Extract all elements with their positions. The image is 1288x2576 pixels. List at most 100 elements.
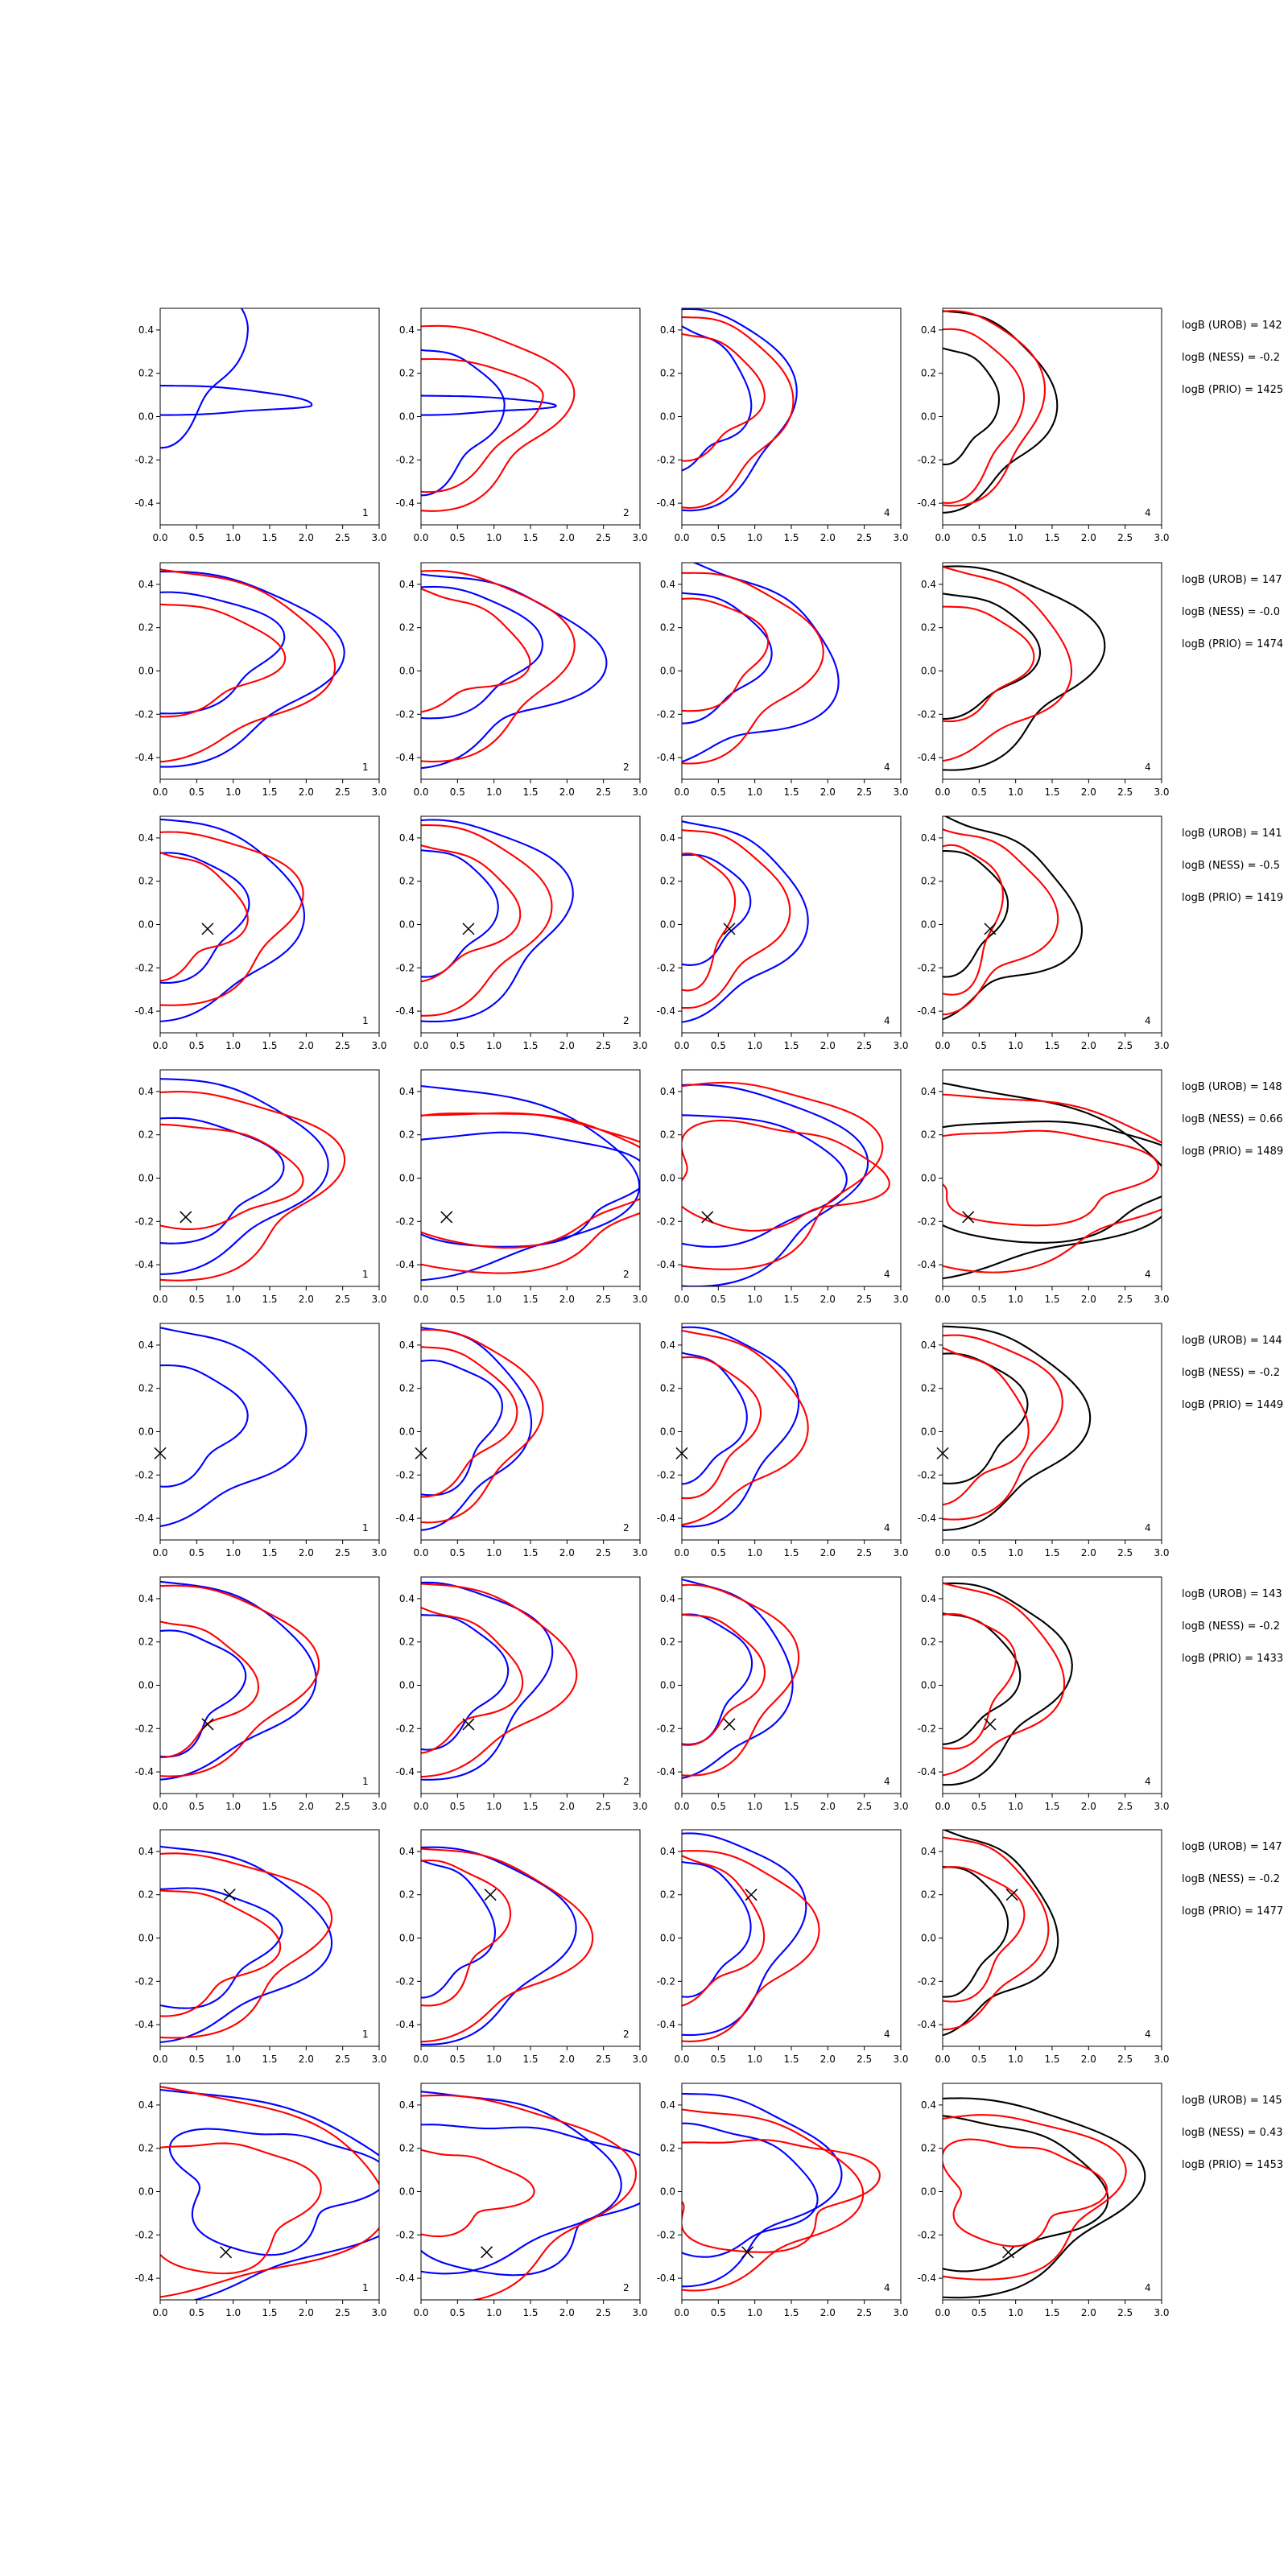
x-tick-label: 1.0: [1008, 2054, 1023, 2065]
red-contour-line-1: [943, 844, 1004, 996]
y-tick-label: -0.2: [918, 454, 936, 465]
y-tick-label: 0.4: [399, 579, 415, 590]
x-marker: [741, 2246, 754, 2259]
y-tick-label: 0.0: [660, 919, 675, 931]
red-contour-line-1: [682, 1855, 766, 2007]
y-tick-label: 0.2: [138, 368, 154, 379]
blue-contour-line-2: [160, 1327, 308, 1528]
y-tick-label: -0.4: [396, 497, 415, 509]
x-tick-label: 1.5: [262, 786, 277, 798]
x-tick-label: 3.0: [371, 1547, 386, 1558]
panel-corner-label: 2: [623, 2282, 630, 2293]
panel-r3-c4: 0.0 0.5 1.0 1.5 2.0 2.5 3.0 -0.4 -0.2 0.0 0.2 0.4 4: [918, 815, 1170, 1051]
x-tick-label: 0.0: [413, 2054, 428, 2065]
y-tick-label: 0.0: [399, 2186, 415, 2198]
y-tick-label: -0.4: [396, 1513, 415, 1524]
x-tick-label: 2.0: [559, 2307, 575, 2318]
y-tick-label: -0.4: [918, 2019, 936, 2030]
x-tick-label: 1.0: [747, 2307, 762, 2318]
red-contour-line-2: [421, 1583, 578, 1778]
y-tick-label: -0.2: [657, 454, 675, 465]
red-contour-line-1: [421, 844, 522, 983]
x-marker: [201, 923, 214, 935]
x-tick-label: 1.5: [522, 786, 538, 798]
y-tick-label: -0.4: [396, 1766, 415, 1777]
black-contour-line-1: [943, 347, 1000, 465]
panel-r3-c2: 0.0 0.5 1.0 1.5 2.0 2.5 3.0 -0.4 -0.2 0.0 0.2 0.4 2: [396, 815, 648, 1051]
x-tick-label: 0.0: [935, 1040, 950, 1051]
y-tick-label: -0.4: [657, 1259, 675, 1270]
x-tick-label: 0.0: [413, 2307, 428, 2318]
red-contour-line-2: [160, 1852, 333, 2039]
blue-contour-line-1: [682, 1860, 752, 1998]
panel-r1-c3: 0.0 0.5 1.0 1.5 2.0 2.5 3.0 -0.4 -0.2 0.0 0.2 0.4 4: [657, 308, 909, 543]
y-tick-label: -0.4: [657, 752, 675, 763]
black-contour-line-2: [943, 2115, 1109, 2273]
x-tick-label: 0.5: [450, 1294, 465, 1305]
x-tick-label: 0.0: [152, 1547, 167, 1558]
x-tick-label: 0.0: [413, 1547, 428, 1558]
y-tick-label: -0.2: [918, 962, 936, 973]
y-tick-label: -0.4: [135, 497, 154, 509]
red-contour-line-1: [943, 1612, 1017, 1750]
x-tick-label: 0.0: [674, 2307, 689, 2318]
x-tick-label: 2.5: [857, 2054, 872, 2065]
panel-row-2: 0.0 0.5 1.0 1.5 2.0 2.5 3.0-0.4-0.20.00.20.410…: [135, 562, 1283, 798]
x-marker: [180, 1211, 192, 1224]
y-tick-label: -0.2: [135, 2229, 154, 2240]
y-tick-label: -0.2: [918, 1975, 936, 1987]
x-tick-label: 2.5: [857, 1040, 872, 1051]
y-tick-label: -0.4: [135, 1513, 154, 1524]
y-tick-label: 0.2: [138, 1129, 154, 1141]
y-tick-label: 0.0: [138, 1426, 154, 1438]
x-tick-label: 1.5: [262, 2054, 277, 2065]
logb-annotation: logB (NESS) = -0.2: [1182, 352, 1280, 364]
y-tick-label: 0.4: [399, 1340, 415, 1351]
y-tick-label: -0.2: [657, 1469, 675, 1480]
logb-annotation: logB (UROB) = 148: [1182, 1081, 1282, 1093]
x-tick-label: 0.5: [711, 786, 726, 798]
y-tick-label: 0.0: [138, 1680, 154, 1691]
x-marker: [701, 1211, 714, 1224]
y-tick-label: 0.0: [399, 1933, 415, 1944]
contour-lines: [160, 1845, 333, 2043]
x-tick-label: 3.0: [893, 1547, 908, 1558]
x-tick-label: 2.5: [857, 1801, 872, 1812]
contour-lines: [943, 816, 1084, 1021]
panel-r5-c4: 0.0 0.5 1.0 1.5 2.0 2.5 3.0 -0.4 -0.2 0.0 0.2 0.4 4: [918, 1323, 1170, 1558]
x-tick-label: 1.0: [1008, 1547, 1023, 1558]
panel-corner-label: 4: [1145, 507, 1151, 518]
y-tick-label: 0.2: [660, 1637, 675, 1648]
red-contour-line-2: [943, 1093, 1162, 1274]
panel-r4-c1: 0.0 0.5 1.0 1.5 2.0 2.5 3.0 -0.4 -0.2 0.0 0.2 0.4 1: [135, 1069, 387, 1305]
x-tick-label: 0.0: [413, 1040, 428, 1051]
x-tick-label: 0.0: [935, 786, 950, 798]
x-tick-label: 0.0: [674, 2054, 689, 2065]
y-tick-label: 0.0: [921, 1426, 936, 1438]
x-tick-label: 3.0: [893, 2054, 908, 2065]
logb-annotation: logB (UROB) = 143: [1182, 1588, 1282, 1600]
blue-contour-line-1: [421, 349, 506, 497]
x-tick-label: 1.5: [1044, 786, 1059, 798]
panel-corner-label: 1: [362, 2282, 369, 2293]
x-tick-label: 0.0: [152, 532, 167, 543]
panel-corner-label: 4: [1145, 762, 1151, 773]
x-tick-label: 2.5: [1117, 1801, 1133, 1812]
y-tick-label: -0.2: [396, 708, 415, 720]
y-tick-label: 0.4: [138, 1340, 154, 1351]
y-tick-label: 0.2: [399, 2143, 415, 2154]
x-tick-label: 0.0: [935, 2307, 950, 2318]
panel-corner-label: 4: [1145, 1522, 1151, 1534]
panel-corner-label: 4: [884, 1776, 890, 1787]
x-tick-label: 0.0: [935, 1801, 950, 1812]
blue-contour-line-1: [160, 591, 286, 715]
x-tick-label: 2.0: [299, 532, 314, 543]
x-tick-label: 2.0: [299, 2054, 314, 2065]
x-tick-label: 0.5: [450, 2054, 465, 2065]
y-tick-label: -0.2: [918, 708, 936, 720]
panel-r1-c1: 0.0 0.5 1.0 1.5 2.0 2.5 3.0 -0.4 -0.2 0.0 0.2 0.4 1: [135, 308, 387, 543]
logb-annotation: logB (NESS) = 0.66: [1182, 1113, 1283, 1125]
blue-contour-line-1: [421, 1614, 510, 1751]
x-tick-label: 3.0: [1154, 1040, 1169, 1051]
